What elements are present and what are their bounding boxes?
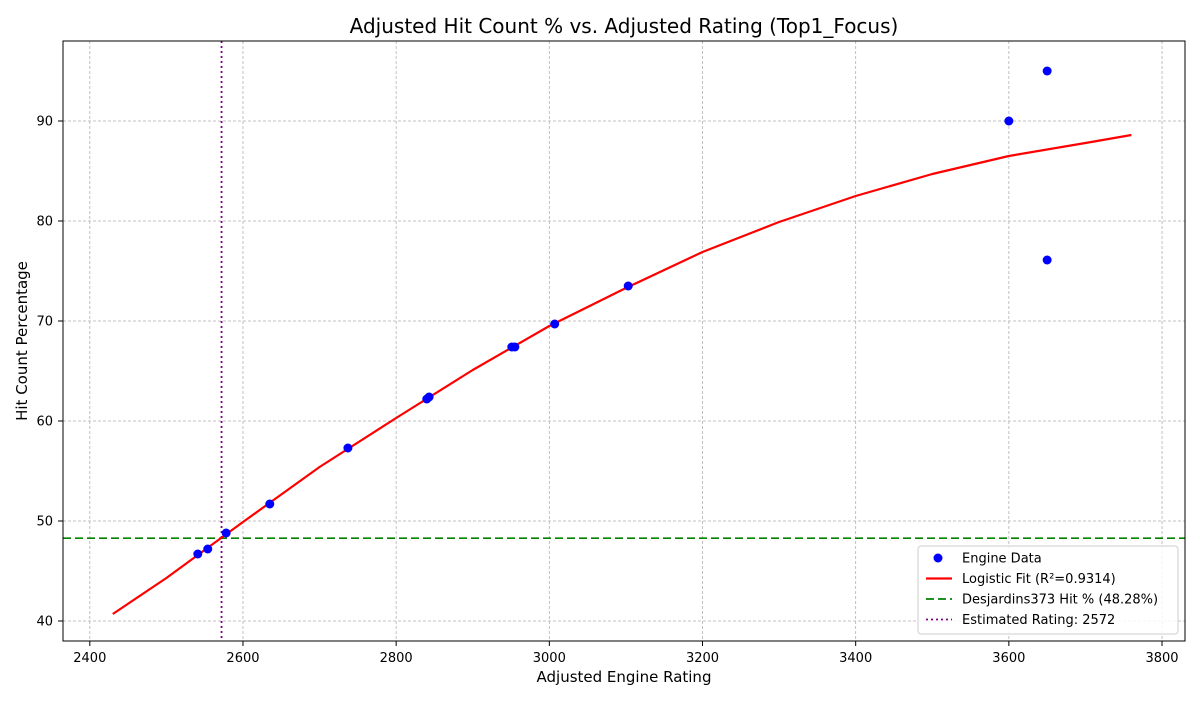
engine-data-point xyxy=(1042,255,1052,265)
x-tick-label: 2400 xyxy=(73,651,106,666)
y-tick-label: 40 xyxy=(36,615,53,630)
y-tick-label: 50 xyxy=(36,515,53,530)
engine-data-point xyxy=(550,319,560,329)
chart-title: Adjusted Hit Count % vs. Adjusted Rating… xyxy=(350,14,899,38)
x-axis-label: Adjusted Engine Rating xyxy=(537,668,712,686)
engine-data-point xyxy=(1042,66,1052,76)
x-tick-label: 3400 xyxy=(839,651,872,666)
grid-layer xyxy=(63,41,1185,641)
engine-data-point xyxy=(424,392,434,402)
tick-layer: 2400 2600 2800 3000 3200 3400 3600 3800 40 50 60 70… xyxy=(36,115,1178,667)
y-axis-label: Hit Count Percentage xyxy=(13,261,31,421)
x-tick-label: 3800 xyxy=(1145,651,1178,666)
x-tick-label: 3600 xyxy=(992,651,1025,666)
y-tick-label: 70 xyxy=(36,315,53,330)
y-tick-label: 80 xyxy=(36,215,53,230)
legend-marker-engine-data xyxy=(933,553,943,563)
y-tick-label: 60 xyxy=(36,415,53,430)
engine-data-point xyxy=(193,549,203,559)
legend-entry-label: Logistic Fit (R²=0.9314) xyxy=(962,572,1116,587)
engine-data-point xyxy=(203,544,213,554)
engine-data-point xyxy=(221,528,231,538)
reference-lines-layer xyxy=(63,41,1185,641)
legend-entry-label: Engine Data xyxy=(962,552,1042,567)
x-tick-label: 2800 xyxy=(380,651,413,666)
x-tick-label: 3000 xyxy=(533,651,566,666)
x-tick-label: 2600 xyxy=(226,651,259,666)
engine-data-point xyxy=(343,443,353,453)
legend-entry-label: Desjardins373 Hit % (48.28%) xyxy=(962,593,1158,608)
legend-entry-label: Estimated Rating: 2572 xyxy=(962,613,1115,628)
y-tick-label: 90 xyxy=(36,115,53,130)
plot-frame xyxy=(62,40,1186,642)
legend-frame xyxy=(917,545,1179,635)
data-points-layer xyxy=(193,66,1052,559)
engine-data-point xyxy=(623,281,633,291)
engine-data-point xyxy=(265,499,275,509)
engine-data-point xyxy=(1004,116,1014,126)
legend: Engine Data Logistic Fit (R²=0.9314) Desja… xyxy=(917,545,1179,635)
x-tick-label: 3200 xyxy=(686,651,719,666)
engine-data-point xyxy=(510,342,520,352)
